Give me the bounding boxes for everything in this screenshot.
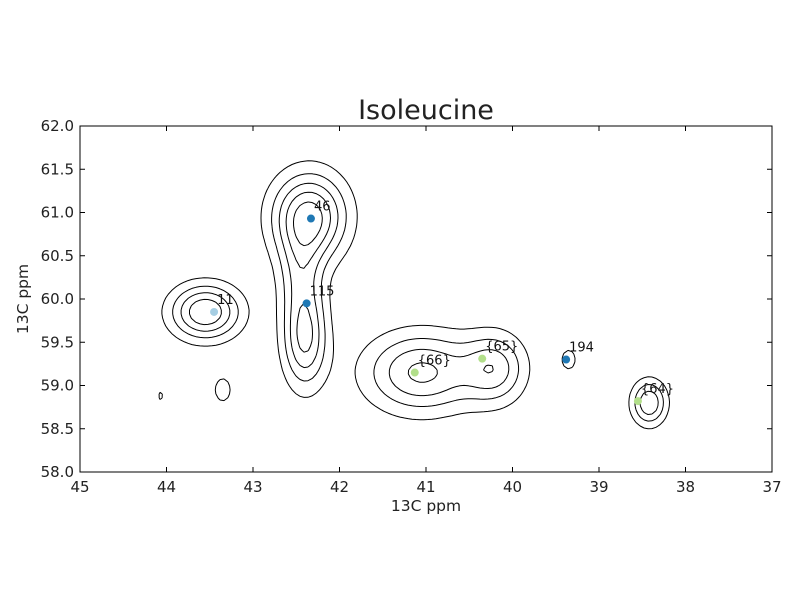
y-tick-label: 59.5 bbox=[41, 333, 74, 351]
peak-point[interactable] bbox=[302, 299, 311, 308]
peak-label: {65} bbox=[485, 340, 518, 355]
contour-level bbox=[180, 182, 659, 415]
peak-point[interactable] bbox=[210, 307, 219, 316]
x-tick-label: 43 bbox=[243, 478, 262, 496]
peak-labels: 11 115 46 {66} {65} 194 {64} bbox=[217, 200, 674, 398]
y-tick-label: 59.0 bbox=[41, 377, 74, 395]
contour-level bbox=[172, 173, 664, 422]
y-tick-label: 58.0 bbox=[41, 463, 74, 481]
peak-markers bbox=[210, 214, 642, 406]
peak-label: {66} bbox=[418, 354, 451, 369]
peak-label: 194 bbox=[569, 341, 594, 356]
peak-label: {64} bbox=[641, 382, 674, 397]
contour-level bbox=[158, 160, 670, 430]
x-axis-ticks: 45 44 43 42 41 40 39 38 37 bbox=[70, 126, 782, 496]
peak-label: 46 bbox=[314, 200, 331, 215]
peak-point[interactable] bbox=[562, 355, 571, 364]
y-axis-label: 13C ppm bbox=[14, 264, 32, 334]
x-tick-label: 42 bbox=[330, 478, 349, 496]
y-tick-label: 58.5 bbox=[41, 420, 74, 438]
contour-lines bbox=[158, 160, 670, 430]
contour-level bbox=[189, 191, 494, 383]
contour-level bbox=[293, 201, 323, 247]
y-tick-label: 61.0 bbox=[41, 204, 74, 222]
peak-point[interactable] bbox=[633, 397, 642, 406]
x-tick-label: 41 bbox=[416, 478, 435, 496]
x-tick-label: 44 bbox=[157, 478, 176, 496]
x-tick-label: 37 bbox=[762, 478, 781, 496]
chart-title: Isoleucine bbox=[358, 95, 494, 126]
x-tick-label: 38 bbox=[676, 478, 695, 496]
x-tick-label: 39 bbox=[589, 478, 608, 496]
peak-point[interactable] bbox=[478, 354, 487, 363]
peak-point[interactable] bbox=[306, 214, 315, 223]
y-axis-ticks: 58.0 58.5 59.0 59.5 60.0 60.5 61.0 61.5 62.0 bbox=[41, 117, 772, 481]
y-tick-label: 61.5 bbox=[41, 160, 74, 178]
peak-label: 11 bbox=[217, 293, 234, 308]
peak-point[interactable] bbox=[410, 368, 419, 377]
x-tick-label: 40 bbox=[503, 478, 522, 496]
y-tick-label: 60.5 bbox=[41, 247, 74, 265]
y-tick-label: 62.0 bbox=[41, 117, 74, 135]
x-tick-label: 45 bbox=[70, 478, 89, 496]
y-tick-label: 60.0 bbox=[41, 290, 74, 308]
peak-label: 115 bbox=[310, 284, 335, 299]
x-axis-label: 13C ppm bbox=[391, 497, 461, 515]
